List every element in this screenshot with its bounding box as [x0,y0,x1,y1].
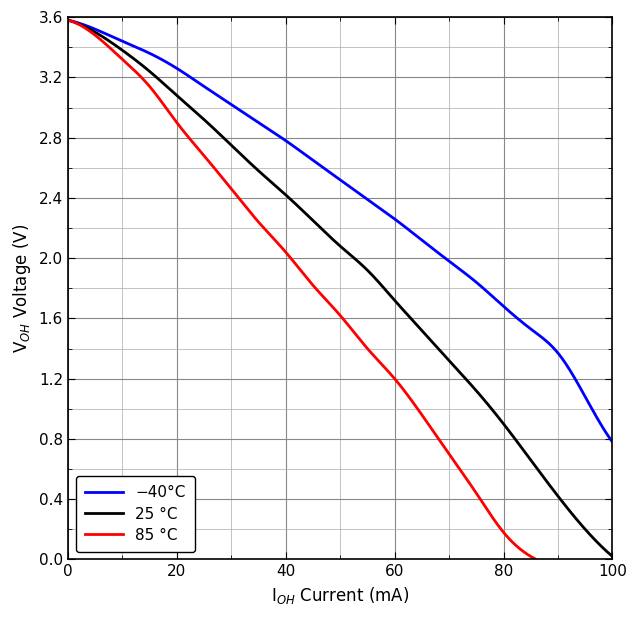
Line: 85 °C: 85 °C [68,20,536,560]
Line: 25 °C: 25 °C [68,20,612,557]
−40°C [359,193,366,200]
85 °C [343,320,350,327]
Legend: −40°C, 25 °C, 85 °C: −40°C, 25 °C, 85 °C [75,476,195,552]
−40°C [388,213,396,221]
Line: −40°C: −40°C [68,20,612,442]
85 °C [448,454,456,462]
−40°C [595,418,603,426]
X-axis label: I$_{OH}$ Current (mA): I$_{OH}$ Current (mA) [271,585,410,606]
85 °C [318,291,325,299]
−40°C [323,167,330,174]
25 °C [326,233,334,241]
25 °C [64,17,71,24]
25 °C [609,553,616,560]
25 °C [388,294,396,301]
−40°C [510,312,518,320]
85 °C [532,556,540,563]
85 °C [521,549,529,557]
−40°C [609,438,616,445]
25 °C [323,230,330,238]
25 °C [510,434,518,442]
Y-axis label: V$_{OH}$ Voltage (V): V$_{OH}$ Voltage (V) [11,224,33,353]
25 °C [595,540,603,548]
85 °C [64,17,71,24]
85 °C [289,257,297,265]
−40°C [64,17,71,24]
−40°C [326,168,334,176]
85 °C [286,254,294,262]
25 °C [359,262,366,269]
